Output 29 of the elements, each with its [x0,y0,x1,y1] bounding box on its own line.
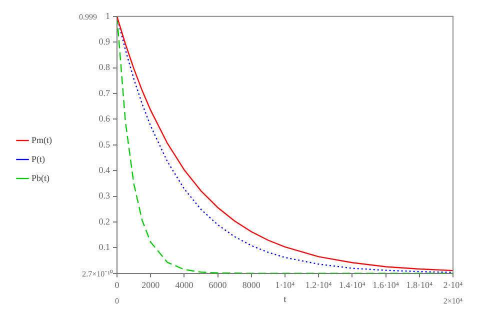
legend-label: Pm(t) [32,134,52,145]
y-tick-label: 0.8 [98,62,110,72]
x-tick-label: 2·10⁴ [443,280,463,290]
x-tick-label: 4000 [175,280,194,290]
y-tick-label: 0.1 [98,242,110,252]
legend-label: Pb(t) [32,172,50,183]
text: 2.7×10⁻¹⁰ [82,269,113,278]
x-tick-label: 1.2·10⁴ [305,280,332,290]
text: 2×10⁴ [443,296,463,306]
x-tick-label: 2000 [142,280,160,290]
y-tick-label: 0.5 [98,139,110,150]
x-tick-label: 1.4·10⁴ [339,280,366,290]
x-axis-title: t [284,294,287,304]
x-tick-label: 1.8·10⁴ [406,280,433,290]
y-tick-label: 0.2 [98,216,110,226]
y-tick-label: 0.9 [98,36,110,46]
y-tick-label: 1 [106,10,110,21]
legend-label: P(t) [32,154,46,164]
x-tick-label: 0 [114,280,120,290]
y-tick-label: 0.3 [98,190,110,201]
text: 0.999 [79,12,97,22]
y-tick-label: 0.6 [98,114,110,124]
y-tick-label: 0.4 [98,164,110,175]
x-tick-label: 6000 [208,280,228,290]
x-tick-label: 1·10⁴ [275,280,295,290]
text: 0 [115,296,119,306]
x-tick-label: 8000 [242,280,261,290]
y-tick-label: 0.7 [98,88,110,98]
x-tick-label: 1.6·10⁴ [372,280,399,290]
